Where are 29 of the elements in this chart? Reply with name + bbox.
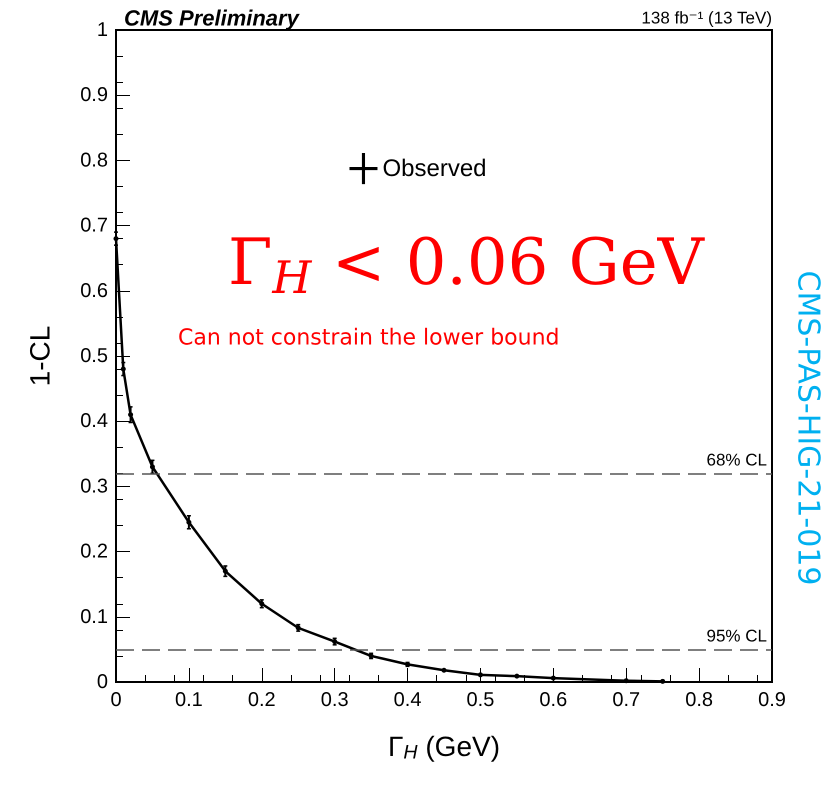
x-tick-label: 0.7: [612, 689, 640, 711]
y-tick-label: 0.2: [80, 540, 108, 563]
x-tick-label: 0.4: [394, 689, 422, 711]
y-tick-label: 1: [96, 19, 108, 41]
legend-label: Observed: [382, 155, 487, 182]
x-tick-label: 0.1: [174, 689, 203, 711]
x-tick-label: 0.6: [539, 689, 568, 711]
annotation: Can not constrain the lower bound: [178, 326, 560, 350]
chart-subtitle: 138 fb⁻¹ (13 TeV): [641, 8, 772, 28]
x-tick-label: 0: [110, 689, 122, 711]
x-tick-label: 0.9: [758, 689, 786, 711]
y-tick-label: 0.5: [80, 345, 108, 367]
y-tick-label: 0.4: [80, 410, 108, 432]
x-tick-label: 0.5: [466, 689, 494, 711]
chart-title: CMS Preliminary: [124, 6, 301, 30]
text: CMS-PAS-HIG-21-019: [790, 270, 826, 586]
y-tick-label: 0.6: [80, 280, 108, 302]
y-tick-label: 0.3: [80, 475, 108, 498]
y-tick-label: 0.7: [80, 214, 108, 237]
x-tick-label: 0.3: [320, 689, 349, 711]
x-tick-label: 0.8: [685, 689, 714, 711]
ref-line-label: 95% CL: [706, 626, 767, 646]
y-tick-label: 0: [96, 671, 108, 693]
y-tick-label: 0.8: [80, 149, 108, 172]
y-tick-label: 0.9: [80, 84, 108, 106]
y-axis-title: 1-CL: [24, 326, 56, 386]
y-tick-label: 0.1: [80, 606, 108, 628]
x-tick-label: 0.2: [248, 689, 276, 711]
ref-line-label: 68% CL: [706, 450, 767, 470]
